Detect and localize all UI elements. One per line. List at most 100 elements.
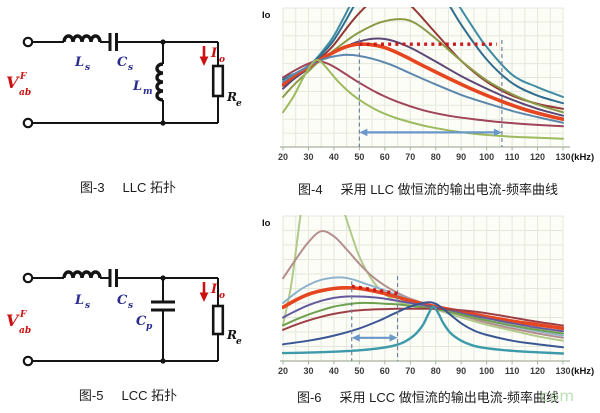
lcc-cs-label: C — [117, 293, 128, 308]
lcc-terminal-top-icon — [22, 272, 34, 284]
x-tick-40: 40 — [329, 152, 339, 162]
figure4-label: 图-4 — [298, 182, 323, 197]
figure4-title: 采用 LLC 做恒流的输出电流-频率曲线 — [340, 182, 558, 197]
lcc-circuit-diagram: V F ab L s C s C p R e I o — [6, 269, 242, 367]
llc-output-current-chart: 20 30 40 50 60 70 80 90 100 110 120 130 (kHz) Io — [262, 7, 594, 163]
figure6-label: 图-6 — [296, 390, 322, 405]
y-axis-label: Io — [262, 218, 271, 229]
llc-terminal-top-icon — [22, 36, 34, 48]
figure5-caption: 图-5 LCC 拓扑 — [0, 385, 256, 404]
lcc-parallel-capacitor-symbol — [151, 300, 175, 312]
freq-range-arrow-icon — [351, 334, 398, 342]
lcc-cs-sub: s — [128, 301, 133, 311]
series-crimson — [282, 307, 564, 331]
x-tick-20: 20 — [278, 152, 288, 162]
llc-load-sub: e — [236, 99, 242, 109]
series-pale-green — [282, 215, 564, 342]
llc-cs-label: C — [117, 55, 128, 70]
x-tick-labels: 20 30 40 50 60 70 80 90 100 110 120 130 (kHz) — [278, 147, 594, 163]
lcc-series-capacitor-symbol — [108, 269, 118, 287]
llc-io-label: I — [210, 46, 218, 61]
x-tick-40: 40 — [329, 366, 339, 376]
llc-lm-label: L — [132, 79, 142, 94]
lcc-wires — [32, 277, 219, 362]
x-axis-unit-label: (kHz) — [571, 152, 594, 163]
lcc-source-label: V — [6, 311, 20, 330]
site-watermark: com — [540, 387, 576, 405]
lcc-io-label: I — [210, 282, 218, 297]
figure3-caption: 图-3 LLC 拓扑 — [0, 177, 256, 196]
llc-lm-sub: m — [143, 87, 153, 97]
lcc-source-sup: F — [19, 310, 27, 320]
figure4-caption: 图-4 采用 LLC 做恒流的输出电流-频率曲线 — [256, 179, 600, 198]
llc-ls-sub: s — [85, 63, 90, 73]
x-tick-70: 70 — [405, 366, 415, 376]
llc-source-sub: ab — [19, 88, 31, 98]
x-tick-130: 130 — [555, 152, 570, 162]
lcc-ls-label: L — [74, 293, 84, 308]
x-tick-50: 50 — [354, 152, 364, 162]
series-olive — [282, 18, 564, 114]
x-tick-100: 100 — [479, 366, 494, 376]
x-tick-110: 110 — [505, 152, 520, 162]
lcc-load-resistor-symbol — [211, 304, 225, 336]
x-axis-unit-label: (kHz) — [571, 366, 594, 377]
series-steel-blue — [282, 53, 564, 124]
x-tick-30: 30 — [303, 152, 313, 162]
lcc-node-bottom — [160, 358, 166, 364]
figure5-label: 图-5 — [78, 388, 104, 403]
llc-wires — [32, 41, 219, 124]
llc-series-inductor-symbol — [62, 34, 102, 43]
constant-current-dotted-line — [351, 284, 398, 296]
figure3-label: 图-3 — [79, 180, 105, 195]
llc-load-resistor-symbol — [211, 64, 225, 98]
lcc-cp-sub: p — [146, 322, 153, 332]
figure6-caption: 图-6 采用 LCC 做恒流的输出电流-频率曲线 — [256, 387, 600, 406]
x-tick-30: 30 — [303, 366, 313, 376]
x-tick-70: 70 — [405, 152, 415, 162]
llc-io-sub: o — [219, 55, 225, 65]
x-tick-80: 80 — [431, 152, 441, 162]
series-highlight-red — [282, 285, 564, 331]
lcc-node-top — [160, 275, 166, 281]
grid-lines — [282, 215, 564, 362]
lcc-load-sub: e — [236, 337, 242, 347]
series-yellow-green — [282, 58, 564, 140]
curve-group — [282, 7, 564, 140]
freq-range-arrow-icon — [359, 128, 502, 137]
series-green — [282, 301, 564, 335]
llc-ls-label: L — [74, 55, 84, 70]
llc-series-capacitor-symbol — [108, 33, 118, 51]
x-tick-60: 60 — [380, 366, 390, 376]
x-tick-80: 80 — [431, 366, 441, 376]
llc-source-label: V — [6, 73, 20, 92]
llc-output-current-arrow-icon — [199, 46, 209, 66]
x-tick-120: 120 — [530, 366, 545, 376]
x-tick-50: 50 — [354, 366, 364, 376]
llc-terminal-bottom-icon — [22, 117, 34, 129]
llc-circuit-diagram: V F ab L s C s L m R e I o — [6, 33, 242, 129]
lcc-io-sub: o — [219, 291, 225, 301]
x-tick-120: 120 — [530, 152, 545, 162]
curve-group — [282, 215, 564, 355]
figure5-title: LCC 拓扑 — [121, 388, 178, 403]
figure6-title: 采用 LCC 做恒流的输出电流-频率曲线 — [339, 390, 560, 405]
x-tick-60: 60 — [380, 152, 390, 162]
llc-cs-sub: s — [128, 63, 133, 73]
figure3-title: LLC 拓扑 — [122, 180, 177, 195]
y-axis-label: Io — [262, 10, 271, 21]
lcc-output-current-arrow-icon — [199, 282, 209, 302]
x-tick-20: 20 — [278, 366, 288, 376]
lcc-source-sub: ab — [19, 326, 31, 336]
lcc-series-inductor-symbol — [62, 270, 102, 279]
series-teal — [282, 305, 564, 355]
x-tick-labels: 20 30 40 50 60 70 80 90 100 110 120 130 (kHz) — [278, 361, 594, 377]
llc-node-top — [160, 39, 166, 45]
llc-source-sup: F — [19, 72, 27, 82]
x-tick-100: 100 — [479, 152, 494, 162]
lcc-cp-label: C — [136, 314, 147, 329]
series-rosy-brown — [282, 230, 564, 339]
llc-node-bottom — [160, 120, 166, 126]
series-purple — [282, 295, 564, 333]
